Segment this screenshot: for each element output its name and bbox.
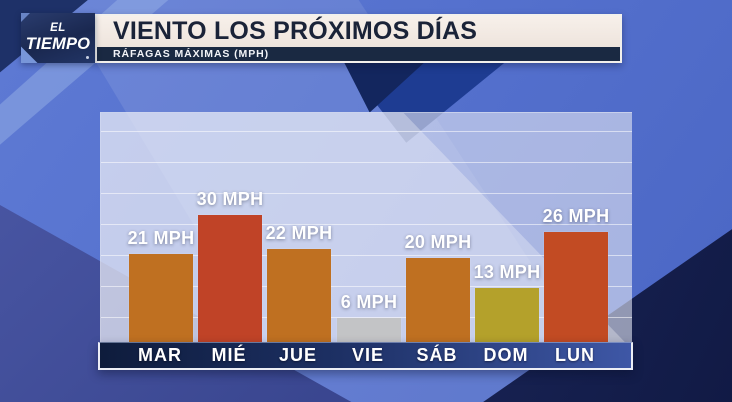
- day-label-sáb: SÁB: [416, 345, 458, 365]
- value-label-mié: 30 MPH: [196, 189, 264, 209]
- page-subtitle: RÁFAGAS MÁXIMAS (MPH): [97, 47, 620, 61]
- gridline: [101, 255, 632, 256]
- value-label-sáb: 20 MPH: [404, 232, 472, 252]
- bar-mar: [129, 254, 193, 344]
- day-label-dom: DOM: [483, 345, 529, 365]
- bar-vie: [337, 318, 401, 344]
- gridline: [101, 193, 632, 194]
- bar-lun: [544, 232, 608, 344]
- day-label-mar: MAR: [138, 345, 182, 365]
- wind-bar-chart: 21 MPH 30 MPH 22 MPH 6 MPH 20 MPH 13 MPH 26 MP…: [98, 112, 633, 370]
- value-label-jue: 22 MPH: [265, 223, 333, 243]
- plot-area: 21 MPH 30 MPH 22 MPH 6 MPH 20 MPH 13 MPH 26 MP…: [100, 112, 632, 344]
- gridline: [101, 162, 632, 163]
- day-label-vie: VIE: [351, 345, 384, 365]
- page-title: VIENTO LOS PRÓXIMOS DÍAS: [97, 16, 620, 47]
- gridline: [101, 131, 632, 132]
- el-tiempo-logo: EL TIEMPO: [21, 13, 95, 63]
- gridline: [101, 286, 632, 287]
- gridline: [101, 317, 632, 318]
- day-label-mié: MIÉ: [211, 345, 247, 365]
- day-label-lun: LUN: [555, 345, 595, 365]
- value-label-vie: 6 MPH: [340, 292, 398, 312]
- value-label-mar: 21 MPH: [127, 228, 195, 248]
- logo-line-el: EL: [50, 22, 66, 35]
- bar-sáb: [406, 258, 470, 344]
- logo-line-tiempo: TIEMPO: [25, 34, 91, 53]
- x-axis-day-band: MAR MIÉ JUE VIE SÁB DOM LUN: [98, 342, 633, 370]
- day-label-jue: JUE: [278, 345, 317, 365]
- bar-jue: [267, 249, 331, 344]
- gridline: [101, 224, 632, 225]
- bar-dom: [475, 288, 539, 344]
- value-label-dom: 13 MPH: [473, 262, 541, 282]
- header-banner: VIENTO LOS PRÓXIMOS DÍAS RÁFAGAS MÁXIMAS…: [95, 14, 622, 63]
- value-label-lun: 26 MPH: [542, 206, 610, 226]
